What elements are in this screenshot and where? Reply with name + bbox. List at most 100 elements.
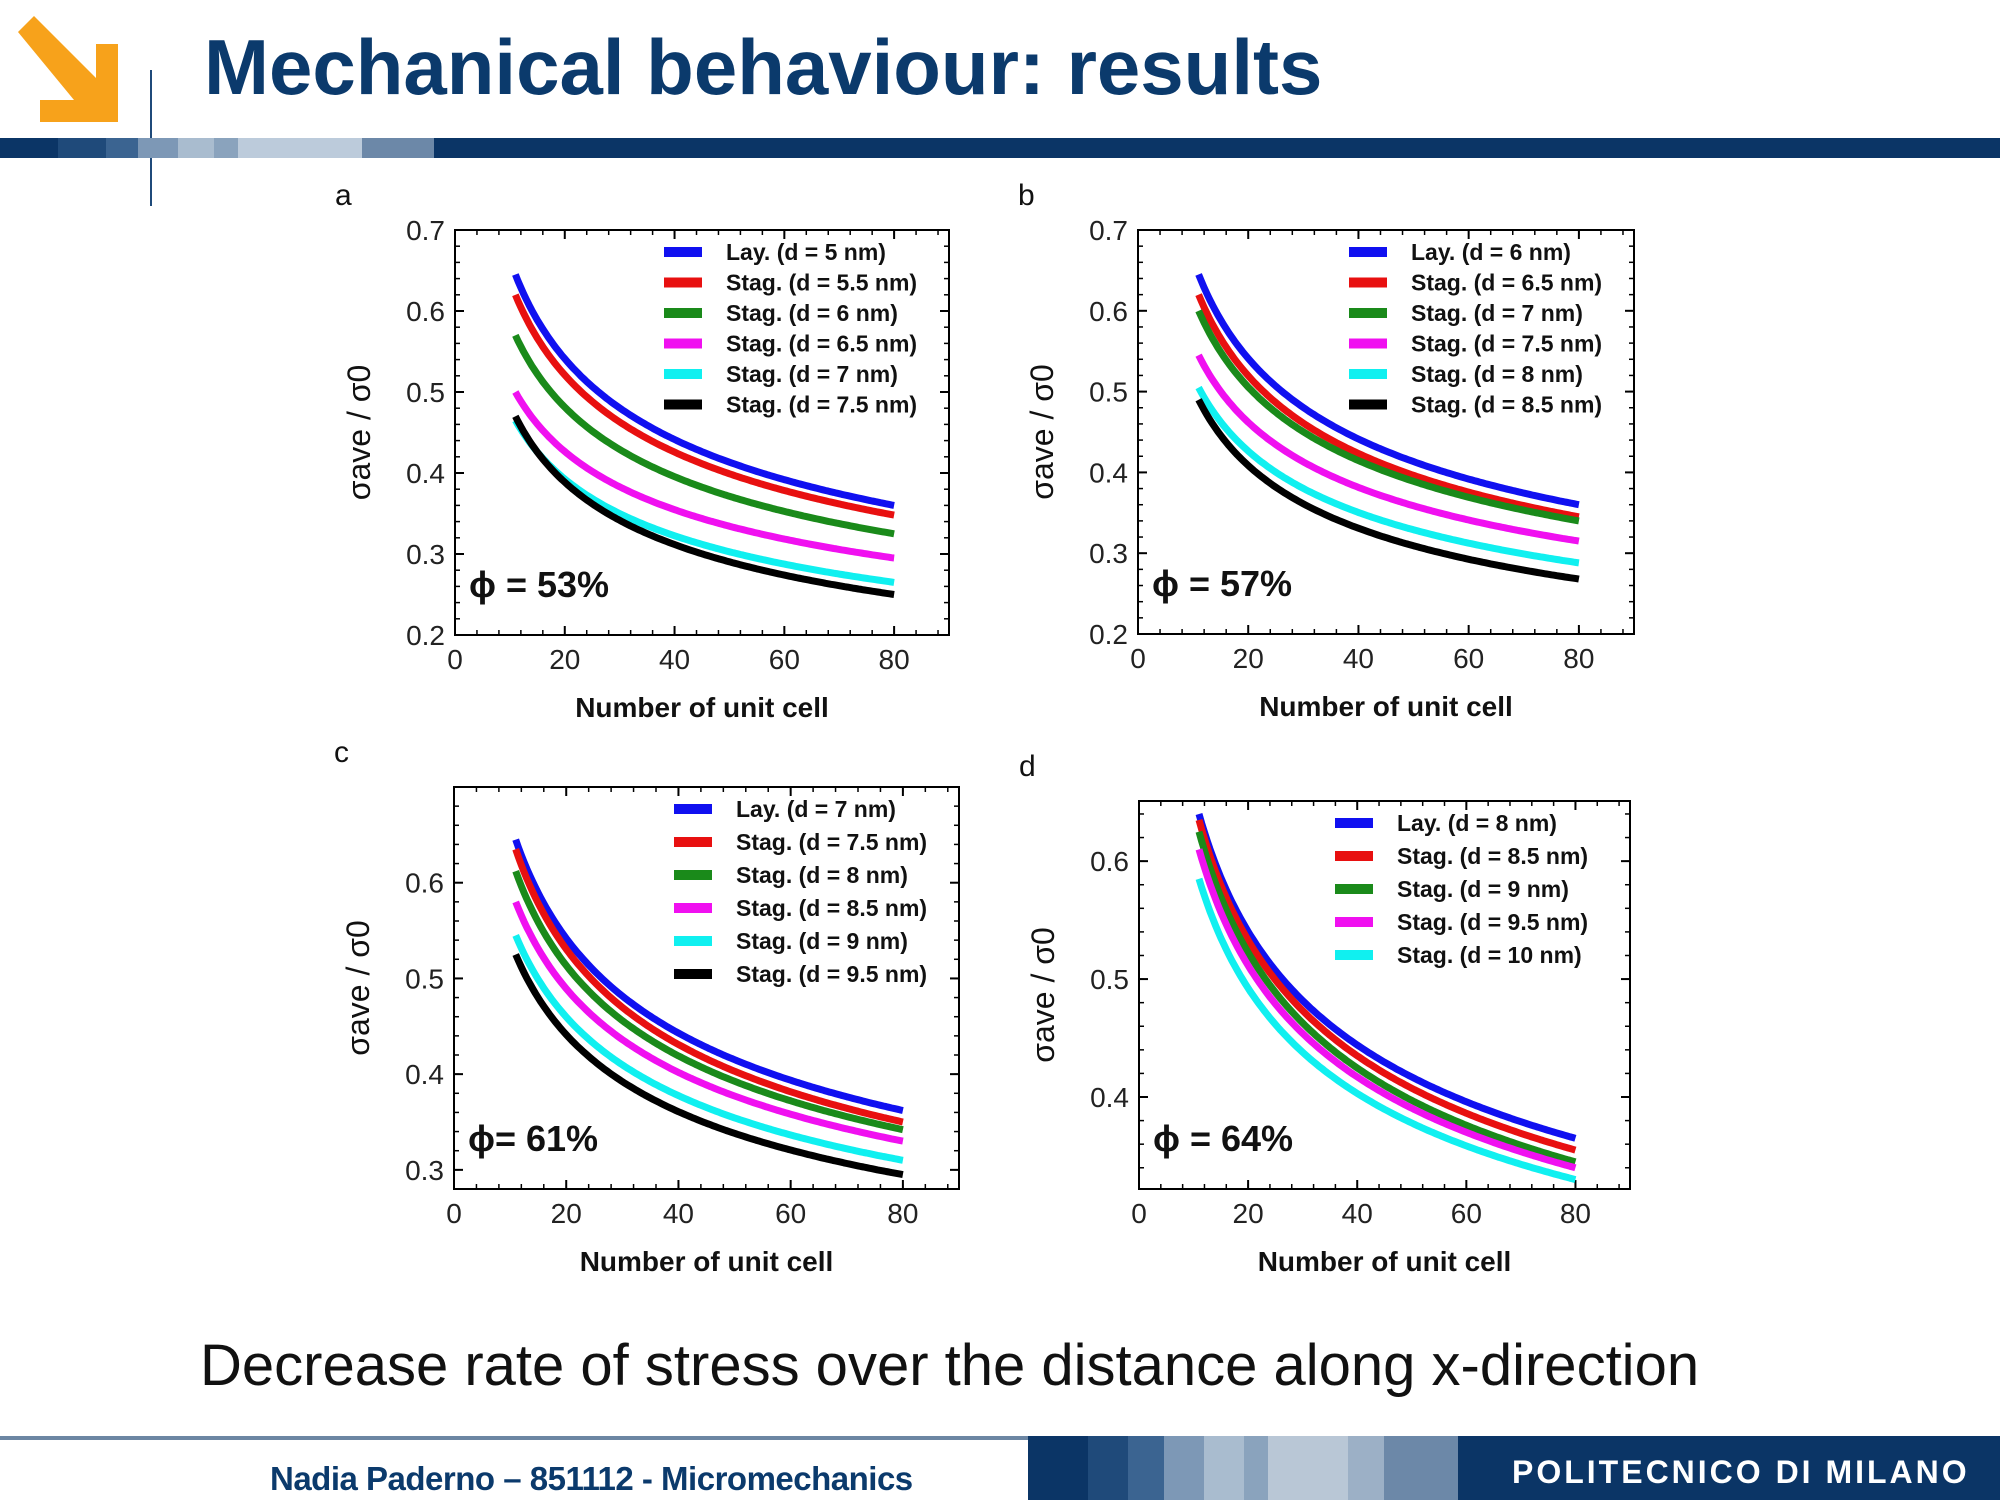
- slide-caption: Decrease rate of stress over the distanc…: [200, 1333, 1700, 1398]
- footer-author: Nadia Paderno – 851112 - Micromechanics: [270, 1460, 913, 1497]
- series-line: [1195, 813, 1577, 1142]
- x-tick-label: 60: [775, 1198, 806, 1229]
- legend-label: Lay. (d = 6 nm): [1411, 239, 1571, 265]
- legend-label: Lay. (d = 5 nm): [726, 239, 886, 265]
- series-line: [512, 390, 895, 562]
- plot-frame: [1138, 800, 1631, 1190]
- x-axis-label: Number of unit cell: [1259, 691, 1513, 722]
- phi-annotation: ϕ = 53%: [469, 564, 609, 605]
- y-tick-label: 0.4: [1090, 1082, 1129, 1113]
- x-tick-label: 80: [879, 644, 910, 675]
- y-tick-label: 0.3: [1089, 538, 1128, 569]
- y-axis-label: σave / σ0: [341, 365, 377, 501]
- y-tick-label: 0.4: [405, 1059, 444, 1090]
- legend-label: Stag. (d = 8 nm): [736, 862, 908, 888]
- y-tick-label: 0.6: [1090, 846, 1129, 877]
- x-tick-label: 20: [1233, 1198, 1264, 1229]
- legend-swatch: [674, 936, 712, 946]
- x-tick-label: 60: [1453, 643, 1484, 674]
- y-tick-label: 0.3: [406, 539, 445, 570]
- y-tick-label: 0.7: [406, 215, 445, 246]
- x-tick-label: 80: [887, 1198, 918, 1229]
- x-tick-label: 60: [1451, 1198, 1482, 1229]
- x-axis-label: Number of unit cell: [580, 1246, 834, 1277]
- legend-label: Stag. (d = 9 nm): [1397, 876, 1569, 902]
- legend-swatch: [1349, 308, 1387, 318]
- legend-swatch: [1349, 369, 1387, 379]
- y-tick-label: 0.5: [405, 963, 444, 994]
- y-tick-label: 0.4: [1089, 457, 1128, 488]
- legend-swatch: [674, 870, 712, 880]
- series-line: [512, 869, 904, 1134]
- y-axis-label: σave / σ0: [340, 920, 376, 1056]
- plot-frame: [1137, 229, 1635, 635]
- series-line: [1195, 385, 1580, 567]
- panel-label: d: [1019, 750, 1036, 783]
- legend-swatch: [664, 369, 702, 379]
- logo-arrow-icon: [18, 16, 122, 124]
- y-tick-label: 0.4: [406, 458, 445, 489]
- series-line: [1195, 398, 1580, 583]
- header-bar: [0, 138, 2000, 158]
- x-tick-label: 20: [1233, 643, 1264, 674]
- series-line: [1195, 353, 1580, 545]
- y-tick-label: 0.5: [1090, 964, 1129, 995]
- x-tick-label: 0: [1130, 643, 1146, 674]
- legend-swatch: [664, 399, 702, 410]
- legend-swatch: [674, 804, 712, 814]
- legend-label: Stag. (d = 6.5 nm): [726, 331, 917, 357]
- x-tick-label: 80: [1560, 1198, 1591, 1229]
- series-line: [1195, 818, 1577, 1154]
- series-line: [1195, 848, 1577, 1172]
- plot-frame: [454, 229, 950, 636]
- series-line: [512, 848, 904, 1126]
- series-line: [1195, 293, 1580, 521]
- legend-label: Stag. (d = 7 nm): [1411, 300, 1583, 326]
- legend-label: Stag. (d = 8 nm): [1411, 361, 1583, 387]
- x-tick-label: 40: [663, 1198, 694, 1229]
- legend-label: Stag. (d = 7.5 nm): [1411, 331, 1602, 357]
- legend-swatch: [1349, 277, 1387, 288]
- legend-label: Stag. (d = 8.5 nm): [1397, 843, 1588, 869]
- legend-label: Stag. (d = 7.5 nm): [736, 829, 927, 855]
- series-line: [512, 273, 895, 509]
- x-tick-label: 40: [659, 644, 690, 675]
- legend-label: Stag. (d = 6 nm): [726, 300, 898, 326]
- x-tick-label: 40: [1342, 1198, 1373, 1229]
- y-axis-label: σave / σ0: [1025, 927, 1061, 1063]
- series-line: [512, 953, 904, 1179]
- legend-label: Stag. (d = 8.5 nm): [736, 895, 927, 921]
- legend-label: Stag. (d = 7.5 nm): [726, 392, 917, 418]
- x-tick-label: 20: [551, 1198, 582, 1229]
- series-line: [1195, 877, 1577, 1183]
- panel-label: c: [334, 736, 349, 769]
- legend-swatch: [674, 903, 712, 913]
- legend-swatch: [1349, 399, 1387, 410]
- x-tick-label: 0: [447, 644, 463, 675]
- legend-swatch: [1335, 851, 1373, 861]
- y-tick-label: 0.6: [1089, 296, 1128, 327]
- legend-label: Stag. (d = 9.5 nm): [1397, 909, 1588, 935]
- series-line: [512, 414, 895, 598]
- series-line: [512, 838, 904, 1114]
- y-tick-label: 0.5: [406, 377, 445, 408]
- legend-label: Stag. (d = 8.5 nm): [1411, 392, 1602, 418]
- x-tick-label: 0: [1131, 1198, 1147, 1229]
- series-line: [1195, 309, 1580, 525]
- footer-institution: POLITECNICO DI MILANO: [1512, 1454, 1970, 1490]
- x-tick-label: 60: [769, 644, 800, 675]
- x-tick-label: 80: [1563, 643, 1594, 674]
- legend-label: Stag. (d = 6.5 nm): [1411, 270, 1602, 296]
- y-tick-label: 0.7: [1089, 215, 1128, 246]
- legend-swatch: [1349, 247, 1387, 257]
- plot-frame: [453, 786, 960, 1190]
- y-tick-label: 0.2: [1089, 619, 1128, 650]
- series-line: [1195, 830, 1577, 1166]
- y-tick-label: 0.6: [405, 868, 444, 899]
- panel-label: b: [1018, 179, 1035, 212]
- legend-label: Stag. (d = 9.5 nm): [736, 961, 927, 987]
- footer-line: [0, 1436, 1028, 1440]
- x-axis-label: Number of unit cell: [1258, 1246, 1512, 1277]
- footer-bar: [1028, 1436, 2000, 1500]
